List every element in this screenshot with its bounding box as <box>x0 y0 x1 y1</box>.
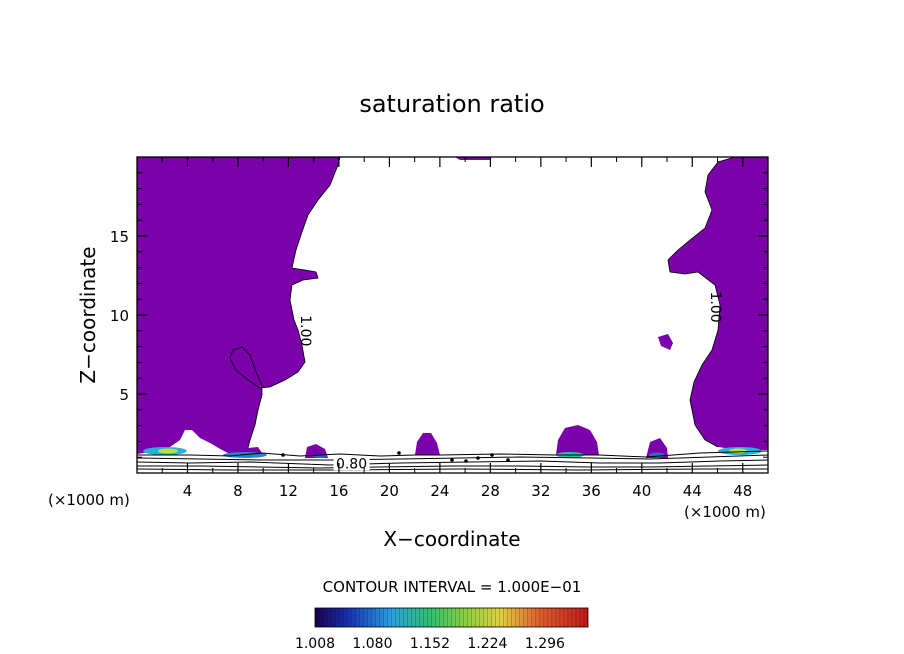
x-tick-label: 4 <box>183 482 193 500</box>
x-tick-label: 12 <box>279 482 298 500</box>
saturation-cell-41km <box>646 438 668 458</box>
chart-title: saturation ratio <box>359 90 544 118</box>
high-saturation-blob-core <box>729 448 747 454</box>
x-tick-label: 32 <box>531 482 550 500</box>
contour-fill-group <box>137 157 768 471</box>
colorbar-gradient <box>314 607 589 628</box>
x-tick-label: 8 <box>233 482 243 500</box>
colorbar-tick-label: 1.152 <box>410 636 450 652</box>
x-tick-label: 28 <box>481 482 500 500</box>
x-unit-left: (×1000 m) <box>48 491 130 509</box>
colorbar-tick-label: 1.296 <box>525 636 565 652</box>
x-tick-label: 40 <box>632 482 651 500</box>
y-tick-label: 15 <box>110 228 129 246</box>
x-tick-label: 44 <box>683 482 702 500</box>
saturation-cell-top <box>455 157 492 160</box>
y-axis: 5 10 15 <box>110 172 768 458</box>
colorbar-tick-label: 1.080 <box>352 636 392 652</box>
contour-label-group: 1.00 1.00 0.80 <box>297 292 723 473</box>
saturation-region-right <box>668 157 768 450</box>
colorbar-tick-label: 1.008 <box>295 636 335 652</box>
colorbar-tick-label: 1.224 <box>467 636 507 652</box>
x-tick-label: 36 <box>582 482 601 500</box>
x-axis: 4 8 12 16 20 24 28 32 36 40 44 48 <box>161 157 752 500</box>
contour-label: 1.00 <box>707 292 723 323</box>
x-tick-label: 48 <box>733 482 752 500</box>
contour-outline <box>229 157 736 449</box>
saturation-cell-small <box>658 334 673 350</box>
x-tick-label: 20 <box>380 482 399 500</box>
x-axis-title: X−coordinate <box>383 527 520 551</box>
y-tick-label: 10 <box>110 307 129 325</box>
contour-label: 0.80 <box>336 456 367 472</box>
x-tick-label: 24 <box>430 482 449 500</box>
saturation-cell-22km <box>415 433 440 455</box>
y-axis-title: Z−coordinate <box>76 246 100 383</box>
surface-contour-lines <box>137 450 768 471</box>
colorbar-stripes <box>318 608 585 627</box>
x-tick-label: 16 <box>329 482 348 500</box>
contour-label-bg <box>333 456 370 471</box>
colorbar: 1.008 1.080 1.152 1.224 1.296 <box>295 607 589 652</box>
x-unit-right: (×1000 m) <box>684 503 766 521</box>
high-saturation-blob-core <box>158 448 178 454</box>
contour-interval-text: CONTOUR INTERVAL = 1.000E−01 <box>323 578 582 596</box>
contour-label: 1.00 <box>297 315 313 346</box>
saturation-region-left <box>137 157 340 455</box>
colorbar-labels: 1.008 1.080 1.152 1.224 1.296 <box>295 636 565 652</box>
saturation-cell-34km <box>556 425 599 455</box>
y-tick-label: 5 <box>119 386 129 404</box>
